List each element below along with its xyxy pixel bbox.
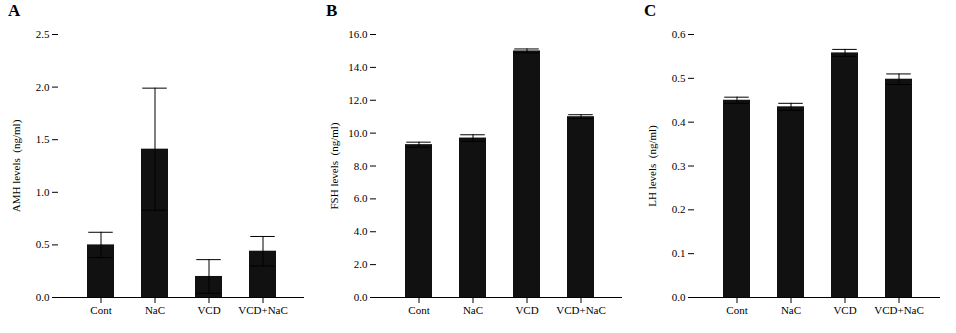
svg-text:0.3: 0.3 (672, 160, 686, 172)
svg-text:14.0: 14.0 (348, 61, 368, 73)
svg-text:12.0: 12.0 (348, 94, 368, 106)
svg-text:0.5: 0.5 (36, 238, 50, 250)
svg-text:Cont: Cont (90, 304, 111, 316)
svg-text:VCD: VCD (197, 304, 220, 316)
html-text:A: A (8, 1, 21, 20)
svg-text:VCD+NaC: VCD+NaC (556, 304, 606, 316)
svg-text:0.5: 0.5 (672, 72, 686, 84)
svg-text:2.0: 2.0 (354, 258, 368, 270)
svg-text:0.6: 0.6 (672, 28, 686, 40)
svg-text:VCD+NaC: VCD+NaC (238, 304, 288, 316)
svg-text:2.5: 2.5 (36, 28, 50, 40)
svg-text:0.0: 0.0 (36, 291, 50, 303)
svg-text:NaC: NaC (145, 304, 165, 316)
svg-text:LH levels (ng/ml): LH levels (ng/ml) (646, 125, 659, 207)
svg-text:VCD: VCD (833, 304, 856, 316)
html-text:C: C (644, 1, 657, 20)
html-text:B: B (326, 1, 338, 20)
svg-text:0.2: 0.2 (672, 203, 686, 215)
svg-text:FSH levels (ng/ml): FSH levels (ng/ml) (328, 122, 341, 209)
svg-text:AMH levels (ng/ml): AMH levels (ng/ml) (10, 119, 23, 212)
svg-text:VCD+NaC: VCD+NaC (874, 304, 924, 316)
svg-text:16.0: 16.0 (348, 28, 368, 40)
svg-text:Cont: Cont (726, 304, 747, 316)
svg-text:2.0: 2.0 (36, 81, 50, 93)
svg-text:0.4: 0.4 (672, 116, 686, 128)
svg-text:VCD: VCD (515, 304, 538, 316)
svg-text:4.0: 4.0 (354, 225, 368, 237)
svg-text:1.0: 1.0 (36, 186, 50, 198)
svg-text:8.0: 8.0 (354, 160, 368, 172)
svg-text:NaC: NaC (463, 304, 483, 316)
svg-text:0.1: 0.1 (672, 247, 686, 259)
svg-text:0.0: 0.0 (354, 291, 368, 303)
svg-text:Cont: Cont (408, 304, 429, 316)
svg-text:0.0: 0.0 (672, 291, 686, 303)
svg-text:10.0: 10.0 (348, 127, 368, 139)
svg-text:6.0: 6.0 (354, 192, 368, 204)
svg-text:NaC: NaC (781, 304, 801, 316)
svg-text:1.5: 1.5 (36, 133, 50, 145)
